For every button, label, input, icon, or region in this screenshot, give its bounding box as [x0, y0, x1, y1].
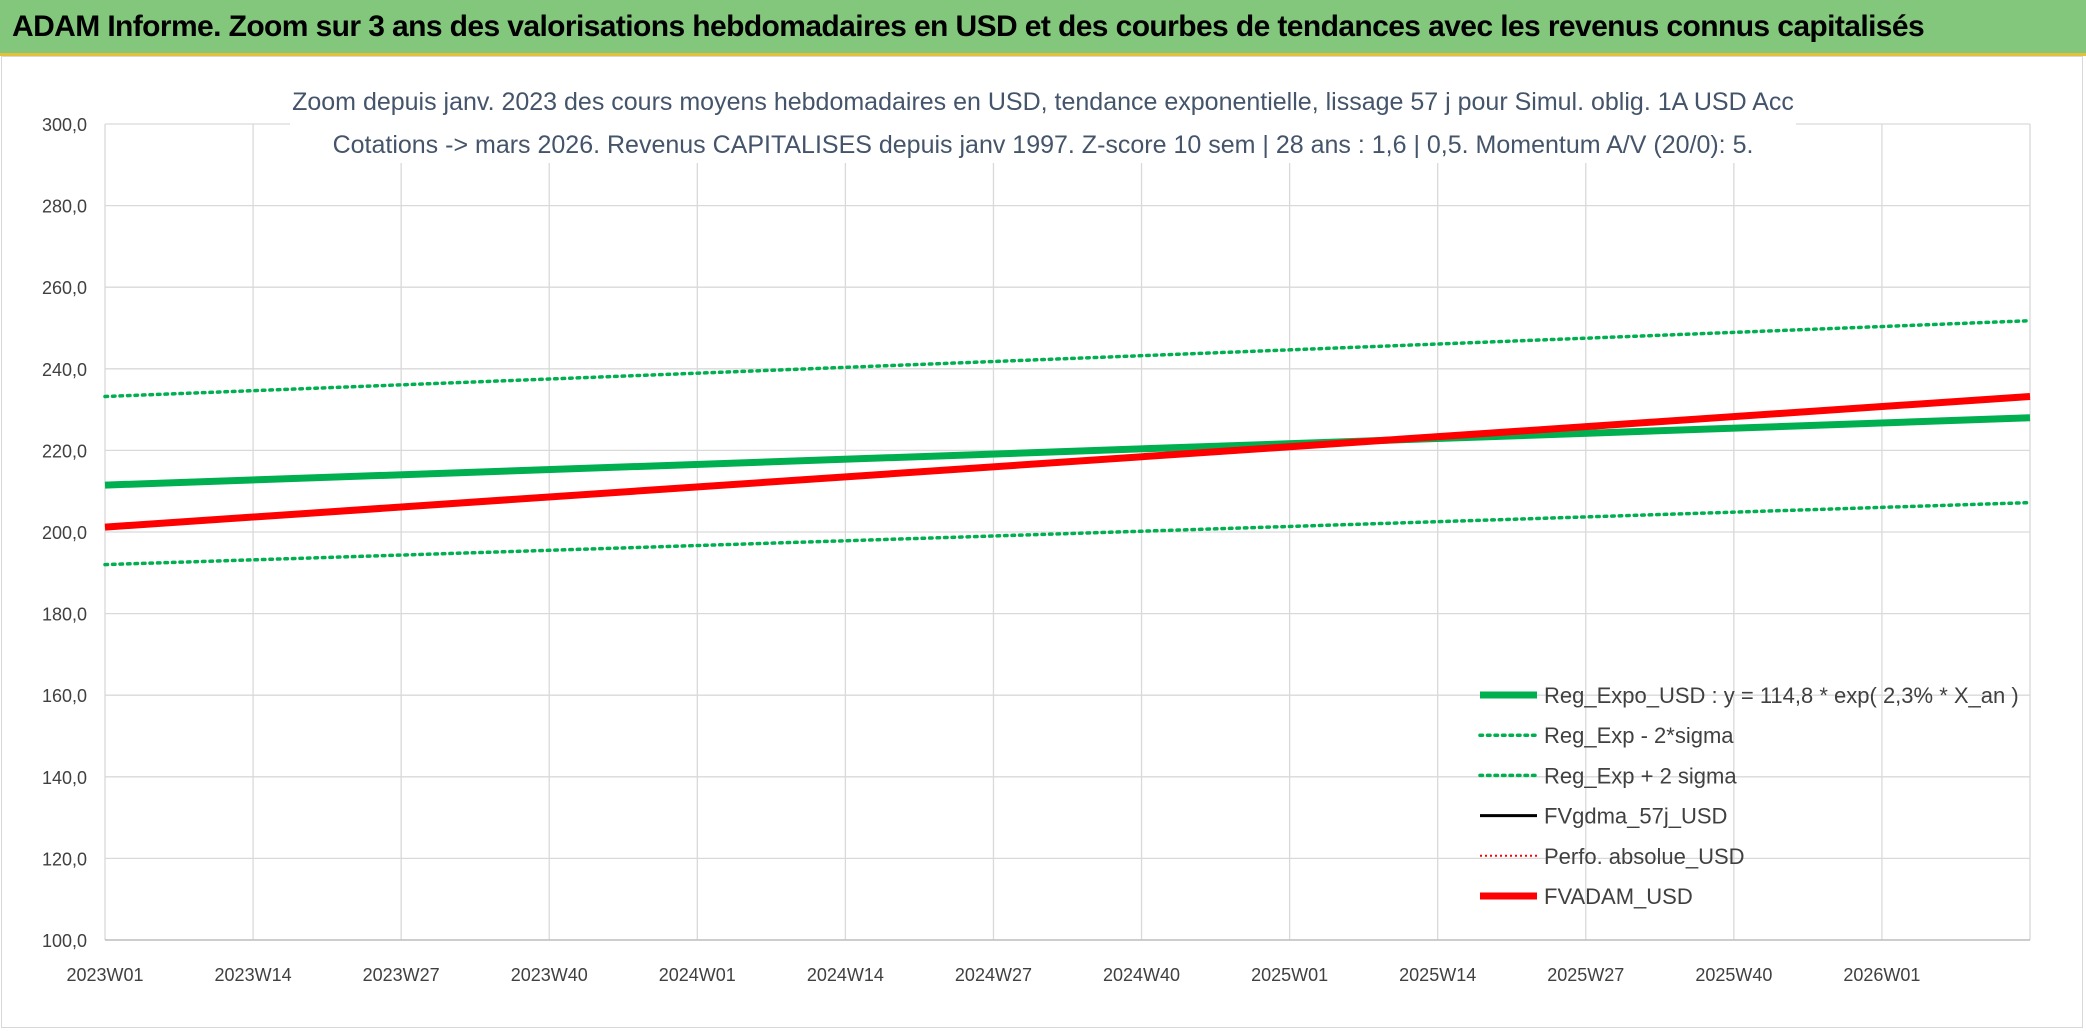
- y-tick-label: 100,0: [42, 931, 87, 951]
- y-tick-label: 240,0: [42, 360, 87, 380]
- y-tick-label: 260,0: [42, 278, 87, 298]
- legend-label: FVADAM_USD: [1544, 884, 1693, 909]
- report-header: ADAM Informe. Zoom sur 3 ans des valoris…: [0, 0, 2086, 56]
- chart-grid: [104, 123, 2031, 941]
- x-tick-label: 2024W01: [659, 965, 736, 985]
- y-tick-label: 200,0: [42, 523, 87, 543]
- legend-label: Reg_Exp + 2 sigma: [1544, 763, 1737, 788]
- chart-subtitle-line-1: Zoom depuis janv. 2023 des cours moyens …: [292, 88, 1794, 116]
- legend-label: FVgdma_57j_USD: [1544, 804, 1727, 829]
- chart-legend: Reg_Expo_USD : y = 114,8 * exp( 2,3% * X…: [1478, 683, 2019, 909]
- series-line-2: [103, 318, 2032, 399]
- series-line-0: [104, 414, 2031, 489]
- x-tick-label: 2024W14: [807, 965, 884, 985]
- y-tick-label: 180,0: [42, 605, 87, 625]
- y-tick-label: 120,0: [42, 849, 87, 869]
- x-tick-label: 2025W27: [1547, 965, 1624, 985]
- x-tick-label: 2024W27: [955, 965, 1032, 985]
- chart-frame: [1, 56, 2083, 1028]
- report-title: ADAM Informe. Zoom sur 3 ans des valoris…: [12, 9, 1925, 43]
- y-tick-label: 280,0: [42, 197, 87, 217]
- legend-label: Reg_Exp - 2*sigma: [1544, 723, 1734, 748]
- chart-subtitle-line-2: Cotations -> mars 2026. Revenus CAPITALI…: [333, 131, 1754, 159]
- x-axis-ticks: 2023W01 2023W14 2023W27 2023W40 2024W01 2024W…: [66, 965, 1920, 985]
- x-tick-label: 2023W40: [511, 965, 588, 985]
- x-tick-label: 2025W01: [1251, 965, 1328, 985]
- x-tick-label: 2023W27: [363, 965, 440, 985]
- y-axis-ticks: 300,0 280,0 260,0 240,0 220,0 200,0 180,0 160,0…: [42, 115, 87, 951]
- y-tick-label: 140,0: [42, 768, 87, 788]
- series-lines: [103, 318, 2032, 567]
- subtitle-background: [290, 83, 1796, 163]
- x-tick-label: 2026W01: [1843, 965, 1920, 985]
- series-line-5: [104, 393, 2031, 531]
- x-tick-label: 2025W40: [1695, 965, 1772, 985]
- x-tick-label: 2024W40: [1103, 965, 1180, 985]
- y-tick-label: 300,0: [42, 115, 87, 135]
- legend-label: Reg_Expo_USD : y = 114,8 * exp( 2,3% * X…: [1544, 683, 2019, 708]
- x-tick-label: 2025W14: [1399, 965, 1476, 985]
- x-tick-label: 2023W14: [215, 965, 292, 985]
- y-tick-label: 160,0: [42, 686, 87, 706]
- x-tick-label: 2023W01: [66, 965, 143, 985]
- legend-label: Perfo. absolue_USD: [1544, 844, 1745, 869]
- y-tick-label: 220,0: [42, 441, 87, 461]
- series-line-1: [103, 500, 2032, 567]
